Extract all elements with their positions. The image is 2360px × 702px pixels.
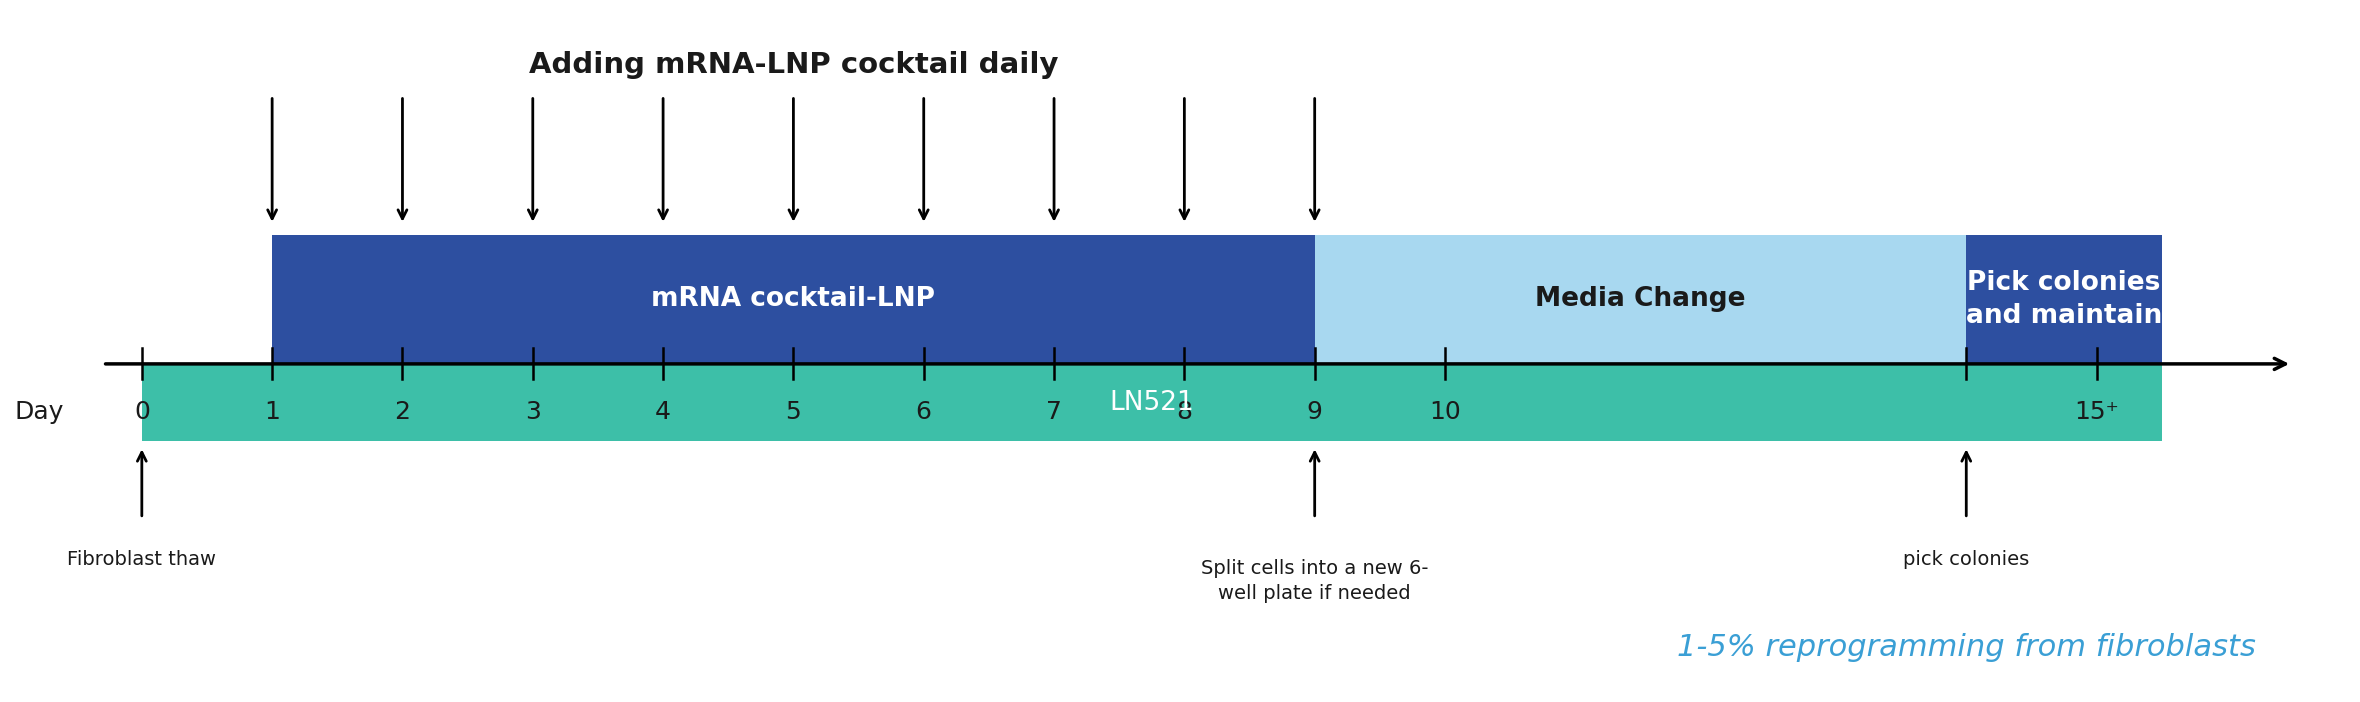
Bar bbox=[271, 235, 1315, 364]
Text: Split cells into a new 6-
well plate if needed: Split cells into a new 6- well plate if … bbox=[1201, 559, 1428, 602]
Text: mRNA cocktail-LNP: mRNA cocktail-LNP bbox=[651, 286, 935, 312]
Text: 7: 7 bbox=[1045, 400, 1062, 424]
Text: 15⁺: 15⁺ bbox=[2074, 400, 2119, 424]
Text: Day: Day bbox=[14, 400, 64, 424]
Text: LN521: LN521 bbox=[1109, 390, 1194, 416]
Text: Fibroblast thaw: Fibroblast thaw bbox=[68, 550, 217, 569]
Text: 6: 6 bbox=[916, 400, 932, 424]
Bar bbox=[1315, 235, 1966, 364]
Text: 10: 10 bbox=[1430, 400, 1461, 424]
Text: Adding mRNA-LNP cocktail daily: Adding mRNA-LNP cocktail daily bbox=[529, 51, 1057, 79]
Bar bbox=[142, 364, 2162, 442]
Text: 3: 3 bbox=[524, 400, 540, 424]
Text: 9: 9 bbox=[1307, 400, 1322, 424]
Text: 8: 8 bbox=[1175, 400, 1192, 424]
Text: Media Change: Media Change bbox=[1536, 286, 1746, 312]
Text: 1-5% reprogramming from fibroblasts: 1-5% reprogramming from fibroblasts bbox=[1678, 633, 2256, 662]
Bar bbox=[1966, 235, 2162, 364]
Text: 4: 4 bbox=[656, 400, 670, 424]
Text: 2: 2 bbox=[394, 400, 411, 424]
Text: pick colonies: pick colonies bbox=[1902, 550, 2030, 569]
Text: 1: 1 bbox=[264, 400, 281, 424]
Text: Pick colonies
and maintain: Pick colonies and maintain bbox=[1966, 270, 2162, 329]
Text: 5: 5 bbox=[786, 400, 802, 424]
Text: 0: 0 bbox=[135, 400, 149, 424]
